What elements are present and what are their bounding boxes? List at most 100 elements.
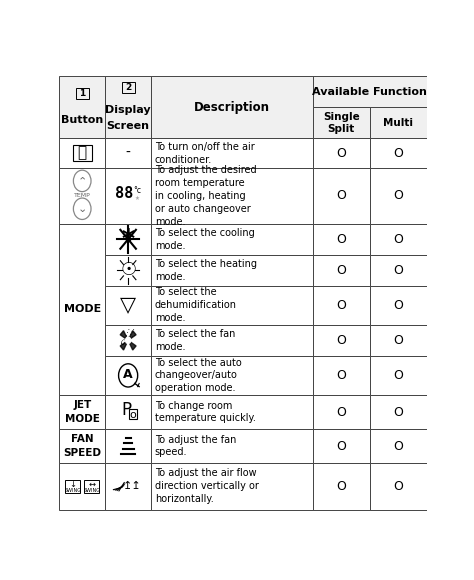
Text: O: O	[393, 233, 403, 246]
Bar	[105, 463, 151, 509]
Bar	[151, 255, 313, 286]
Bar	[151, 168, 313, 224]
Text: O: O	[393, 264, 403, 277]
Bar	[370, 463, 427, 509]
Text: O: O	[336, 147, 346, 160]
Text: ↓: ↓	[69, 480, 76, 489]
Bar	[313, 395, 370, 429]
Bar	[151, 356, 313, 395]
Text: ▽: ▽	[120, 295, 136, 316]
Bar	[151, 463, 313, 509]
Text: SWING: SWING	[83, 488, 100, 493]
Text: Screen: Screen	[107, 121, 150, 131]
Bar	[75, 88, 89, 99]
Bar	[313, 224, 370, 255]
Circle shape	[126, 337, 131, 343]
Text: O: O	[336, 369, 346, 382]
Bar	[105, 138, 151, 168]
Bar	[59, 77, 105, 138]
Bar	[59, 224, 105, 395]
Text: TEMP: TEMP	[74, 194, 91, 198]
Bar	[105, 286, 151, 325]
Text: ★: ★	[135, 195, 140, 201]
Polygon shape	[128, 331, 136, 340]
Text: O: O	[336, 405, 346, 419]
Bar	[129, 409, 137, 419]
Text: To adjust the air flow
direction vertically or
horizontally.: To adjust the air flow direction vertica…	[155, 469, 259, 504]
Text: Available Function: Available Function	[312, 87, 427, 97]
Bar	[370, 224, 427, 255]
Text: O: O	[336, 190, 346, 202]
Text: O: O	[393, 405, 403, 419]
Bar	[84, 480, 100, 493]
Text: To select the cooling
mode.: To select the cooling mode.	[155, 228, 255, 251]
Bar	[370, 325, 427, 356]
Polygon shape	[128, 340, 136, 350]
Text: To select the fan
mode.: To select the fan mode.	[155, 329, 235, 351]
Bar	[105, 356, 151, 395]
Text: A: A	[123, 368, 133, 381]
Bar	[105, 224, 151, 255]
Text: Description: Description	[194, 101, 270, 114]
Bar	[313, 429, 370, 463]
Text: SWING: SWING	[64, 488, 81, 493]
Text: To adjust the desired
room temperature
in cooling, heating
or auto changeover
mo: To adjust the desired room temperature i…	[155, 165, 256, 227]
Bar	[105, 429, 151, 463]
Bar	[105, 395, 151, 429]
Polygon shape	[120, 340, 128, 350]
Bar	[313, 138, 370, 168]
Bar	[59, 429, 105, 463]
Text: 88: 88	[115, 186, 134, 201]
Bar	[313, 463, 370, 509]
Text: ↔: ↔	[88, 480, 95, 489]
Text: 2: 2	[125, 83, 131, 92]
Bar	[313, 255, 370, 286]
Text: Single
Split: Single Split	[323, 111, 360, 134]
Bar	[313, 356, 370, 395]
Text: To select the heating
mode.: To select the heating mode.	[155, 259, 257, 282]
Text: -: -	[126, 146, 130, 160]
Bar	[151, 325, 313, 356]
Text: To select the
dehumidification
mode.: To select the dehumidification mode.	[155, 288, 237, 323]
Text: ⌃: ⌃	[78, 176, 87, 186]
Text: To turn on/off the air
conditioner.: To turn on/off the air conditioner.	[155, 142, 255, 165]
Text: JET
MODE: JET MODE	[65, 400, 100, 423]
Bar	[370, 356, 427, 395]
Text: FAN
SPEED: FAN SPEED	[63, 434, 101, 458]
Text: O: O	[393, 440, 403, 452]
Bar	[313, 107, 370, 138]
Polygon shape	[120, 331, 128, 340]
Text: o: o	[129, 409, 137, 420]
Text: °c: °c	[134, 186, 142, 195]
Text: To adjust the fan
speed.: To adjust the fan speed.	[155, 434, 236, 458]
Text: O: O	[393, 480, 403, 493]
Text: P: P	[121, 401, 131, 419]
Text: O: O	[393, 369, 403, 382]
Text: O: O	[336, 440, 346, 452]
Text: O: O	[336, 264, 346, 277]
Text: O: O	[336, 299, 346, 312]
Text: MODE: MODE	[64, 304, 101, 314]
Bar	[59, 138, 105, 168]
Text: 1: 1	[79, 89, 85, 98]
Bar	[59, 395, 105, 429]
Bar	[105, 255, 151, 286]
Bar	[370, 395, 427, 429]
Text: To change room
temperature quickly.: To change room temperature quickly.	[155, 401, 255, 423]
Bar	[370, 168, 427, 224]
Text: O: O	[336, 334, 346, 347]
Bar	[151, 286, 313, 325]
Bar	[151, 224, 313, 255]
Text: Multi: Multi	[383, 118, 413, 128]
Bar	[73, 145, 92, 161]
Text: ☉: ☉	[120, 261, 136, 279]
Bar	[105, 168, 151, 224]
Bar	[151, 77, 313, 138]
Bar	[313, 168, 370, 224]
Bar	[59, 463, 105, 509]
Bar	[313, 286, 370, 325]
Text: To select the auto
changeover/auto
operation mode.: To select the auto changeover/auto opera…	[155, 358, 242, 393]
Text: *: *	[121, 227, 135, 251]
Text: O: O	[393, 147, 403, 160]
Text: ⌄: ⌄	[78, 204, 87, 214]
